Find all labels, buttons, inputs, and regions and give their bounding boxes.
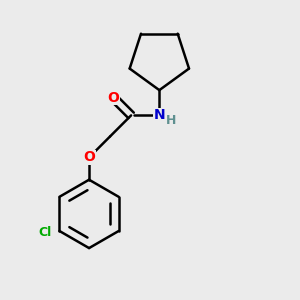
Text: O: O xyxy=(107,91,119,104)
Text: O: O xyxy=(83,150,95,164)
Text: Cl: Cl xyxy=(39,226,52,239)
Text: H: H xyxy=(165,114,176,127)
Text: N: N xyxy=(154,108,165,122)
